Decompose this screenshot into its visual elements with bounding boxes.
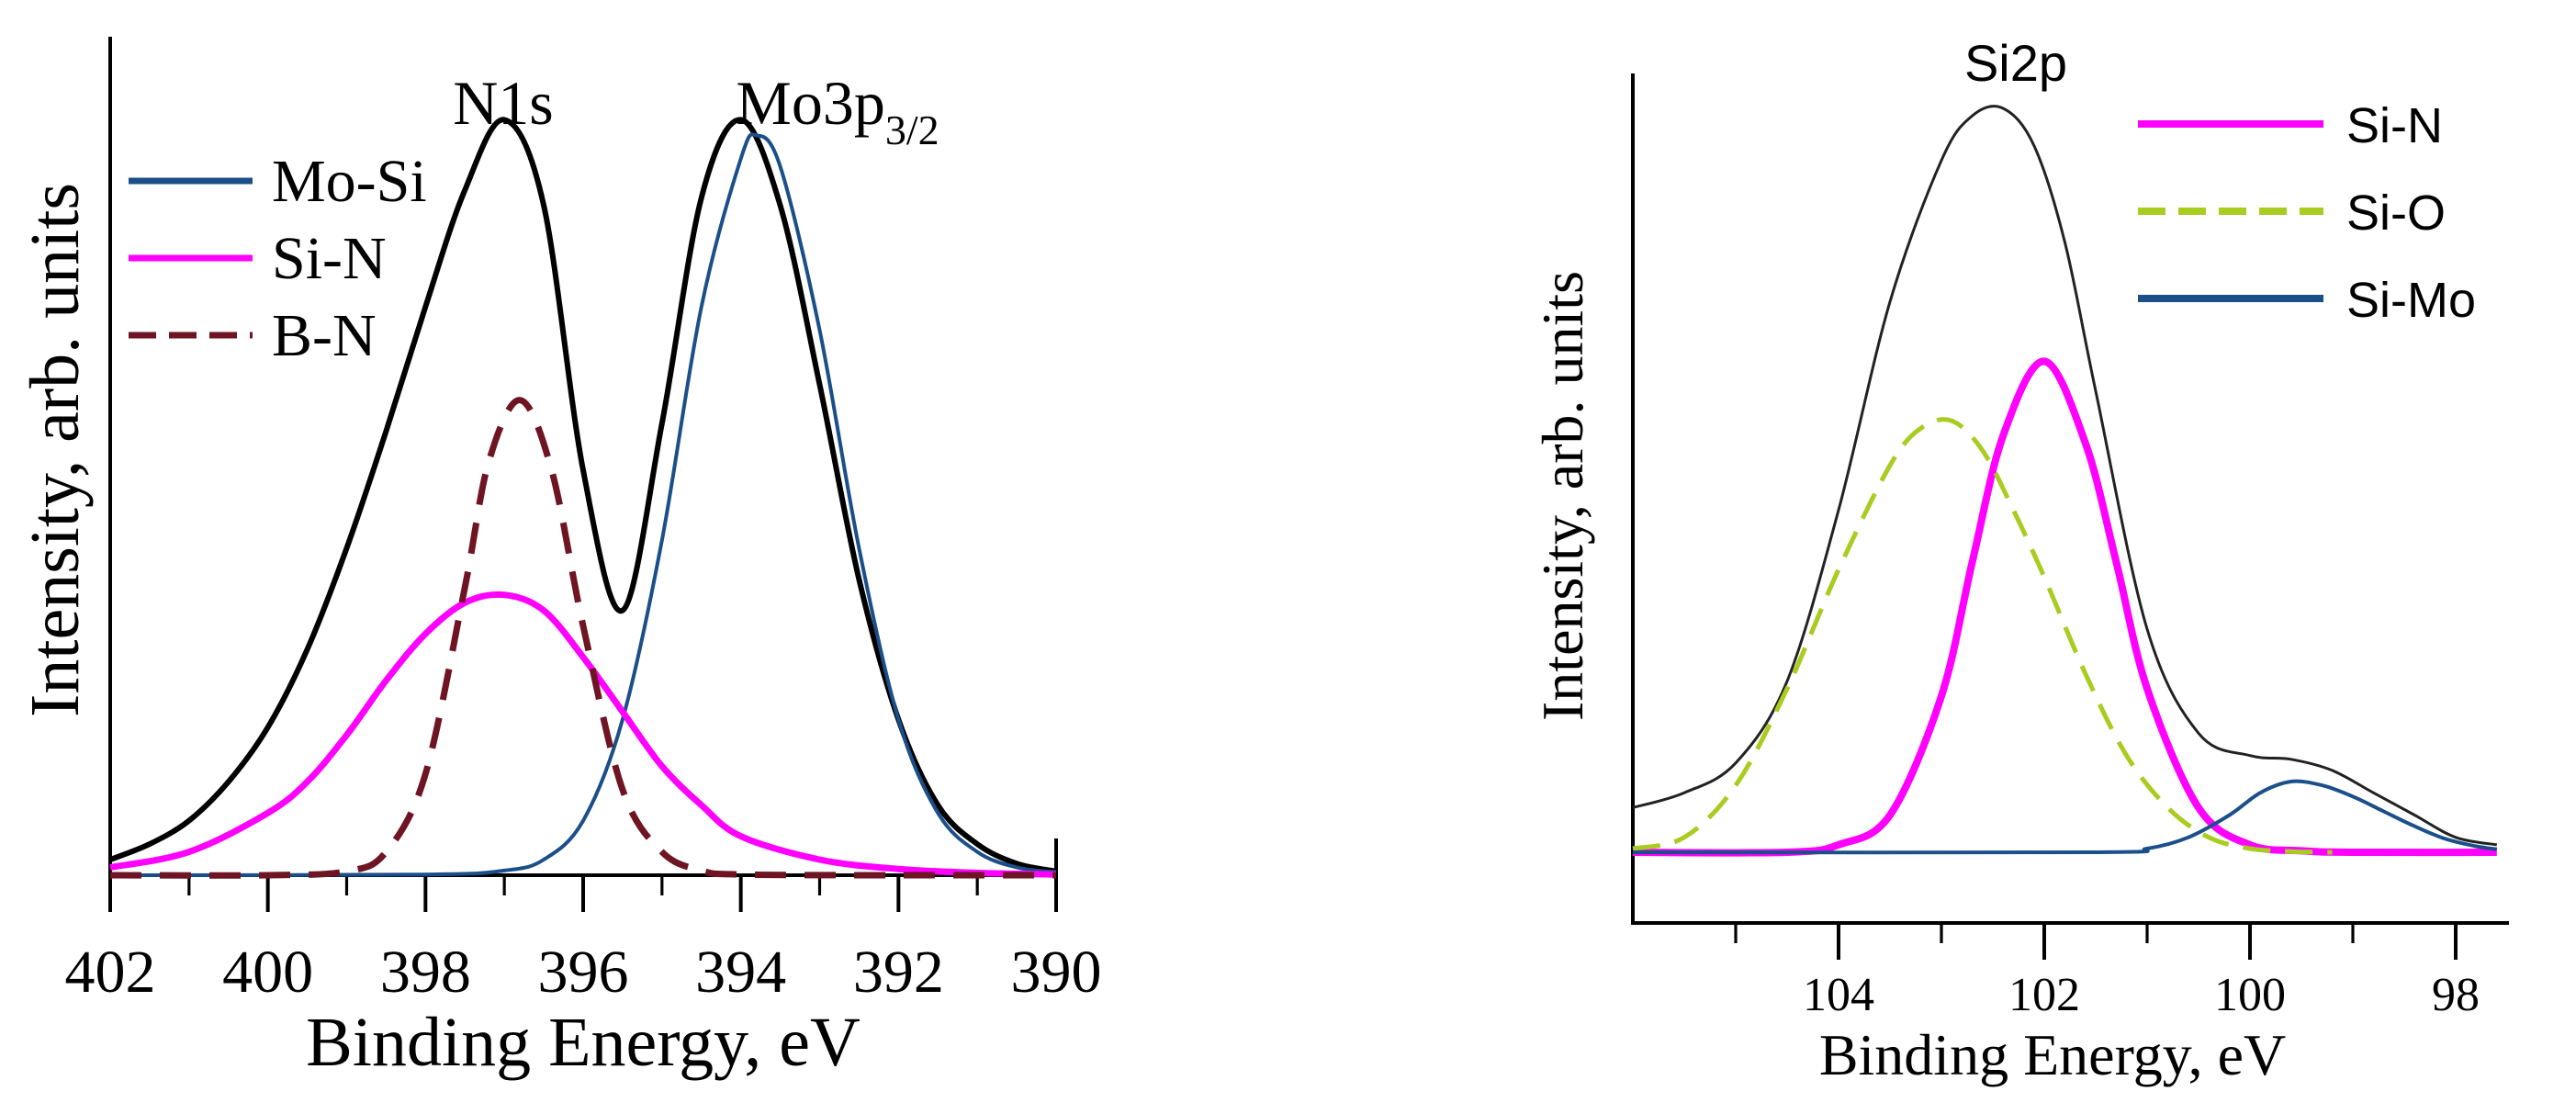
right-series-si-mo xyxy=(1632,779,2498,855)
left-peak-label: N1s xyxy=(453,68,554,138)
right-series-envelope xyxy=(1632,105,2498,847)
right-tick-label: 100 xyxy=(2214,969,2286,1021)
right-x-axis-label: Binding Energy, eV xyxy=(1819,1022,2286,1087)
right-y-axis-label: Intensity, arb. units xyxy=(1530,271,1595,721)
right-tick-label: 102 xyxy=(2008,969,2080,1021)
right-legend-label: Si-N xyxy=(2346,98,2443,153)
left-tick-label: 396 xyxy=(538,939,629,1006)
left-legend-label: Mo-Si xyxy=(272,148,427,215)
chart-left-svg: 402 400 398 396 394 392 390 Binding Energy, eV I… xyxy=(17,37,1102,1081)
left-tick-label: 398 xyxy=(380,939,471,1006)
left-series-mo-si xyxy=(109,132,1057,877)
chart-right-svg: 104 102 100 98 Binding Energy, eV Intensity, … xyxy=(1530,34,2509,1087)
right-legend-label: Si-O xyxy=(2346,186,2446,241)
right-tick-label: 98 xyxy=(2432,969,2480,1021)
left-legend-label: B-N xyxy=(272,302,377,369)
left-tick-label: 400 xyxy=(222,939,313,1006)
left-peak-label-subscript: 3/2 xyxy=(885,107,939,153)
left-x-axis-label: Binding Energy, eV xyxy=(306,1004,861,1081)
left-tick-label: 392 xyxy=(853,939,944,1006)
left-legend-label: Si-N xyxy=(272,225,387,292)
left-tick-label: 402 xyxy=(65,939,156,1006)
chart-left-n1s-mo3p: 402 400 398 396 394 392 390 Binding Energy, eV I… xyxy=(0,0,1120,1109)
left-series-si-n xyxy=(109,591,1057,878)
left-series-b-n xyxy=(109,397,1057,879)
right-tick-label: 104 xyxy=(1803,969,1874,1021)
left-tick-label: 394 xyxy=(695,939,786,1006)
right-series-si-o xyxy=(1632,417,2333,855)
chart-right-si2p: 104 102 100 98 Binding Energy, eV Intensity, … xyxy=(1524,0,2576,1109)
left-tick-label: 390 xyxy=(1011,939,1102,1006)
left-y-axis-label: Intensity, arb. units xyxy=(17,183,94,717)
right-legend-label: Si-Mo xyxy=(2346,273,2476,328)
left-series-envelope xyxy=(108,117,1057,874)
right-series-si-n xyxy=(1632,357,2497,857)
right-peak-label: Si2p xyxy=(1964,34,2067,92)
